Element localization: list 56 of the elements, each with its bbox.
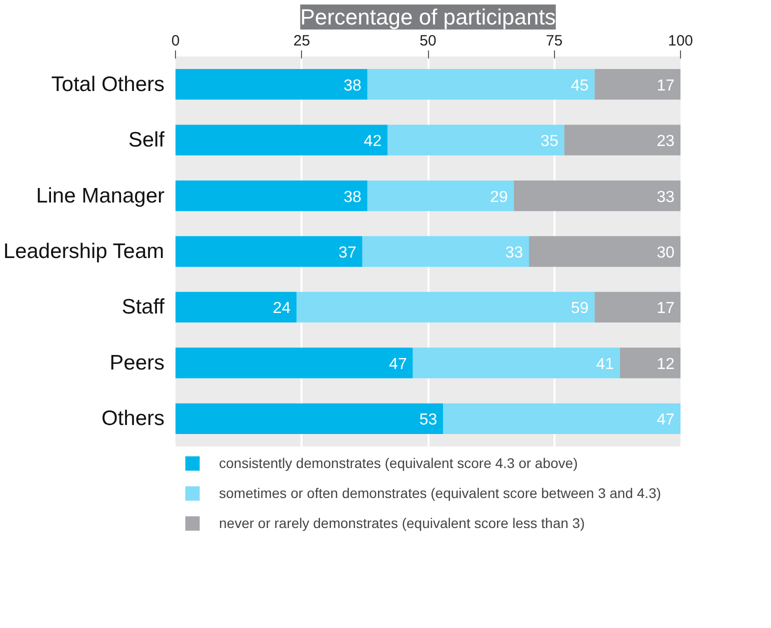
x-axis-title: Percentage of participants: [300, 4, 556, 30]
data-label: 47: [389, 356, 407, 373]
x-tick-label: 100: [668, 32, 694, 50]
bar: [620, 348, 680, 378]
bar: [367, 180, 514, 212]
bar: [564, 124, 680, 156]
bar: [514, 180, 680, 212]
y-tick-label: Staff: [122, 296, 165, 319]
y-tick-label: Total Others: [51, 72, 165, 96]
data-label: 53: [419, 412, 438, 429]
bar: [176, 292, 297, 323]
data-label: 29: [490, 188, 508, 206]
y-tick-label: Others: [101, 407, 165, 430]
bar: [412, 348, 620, 378]
x-tick-label: 75: [546, 32, 563, 50]
data-label: 33: [656, 188, 675, 206]
bar: [443, 403, 680, 434]
bar: [362, 236, 529, 267]
data-label: 23: [656, 133, 675, 150]
bar: [388, 124, 564, 156]
legend-label: never or rarely demonstrates (equivalent score less than 3): [219, 515, 585, 531]
data-label: 47: [656, 412, 675, 429]
bar: [594, 292, 680, 323]
data-label: 35: [540, 133, 558, 150]
bar: [176, 69, 368, 100]
bar: [367, 69, 595, 100]
bar: [529, 236, 680, 267]
legend-label: sometimes or often demonstrates (equivalent score between 3 and 4.3): [219, 485, 662, 501]
y-tick-label: Peers: [110, 351, 164, 374]
data-label: 45: [570, 77, 589, 94]
bar: [594, 69, 680, 100]
bar: [296, 292, 595, 323]
data-label: 38: [344, 188, 362, 206]
y-tick-label: Self: [128, 128, 165, 152]
data-label: 24: [272, 300, 291, 318]
x-tick-label: 0: [171, 32, 180, 50]
data-label: 17: [656, 77, 675, 94]
y-tick-label: Line Manager: [36, 184, 165, 208]
bar: [176, 236, 362, 267]
data-label: 30: [656, 244, 675, 262]
data-label: 12: [656, 356, 675, 373]
bar: [176, 403, 444, 434]
bar: [176, 180, 368, 212]
data-label: 42: [364, 133, 382, 150]
legend-label: consistently demonstrates (equivalent score 4.3 or above): [219, 455, 578, 471]
data-label: 37: [338, 244, 356, 262]
bar: [176, 124, 388, 156]
data-label: 38: [344, 77, 362, 94]
y-tick-label: Leadership Team: [3, 240, 164, 263]
bar: [176, 348, 413, 378]
data-label: 33: [505, 244, 524, 262]
x-tick-label: 25: [293, 32, 310, 50]
data-label: 59: [570, 300, 589, 318]
data-label: 17: [656, 300, 675, 318]
x-tick-label: 50: [420, 32, 436, 50]
data-label: 41: [596, 356, 614, 373]
